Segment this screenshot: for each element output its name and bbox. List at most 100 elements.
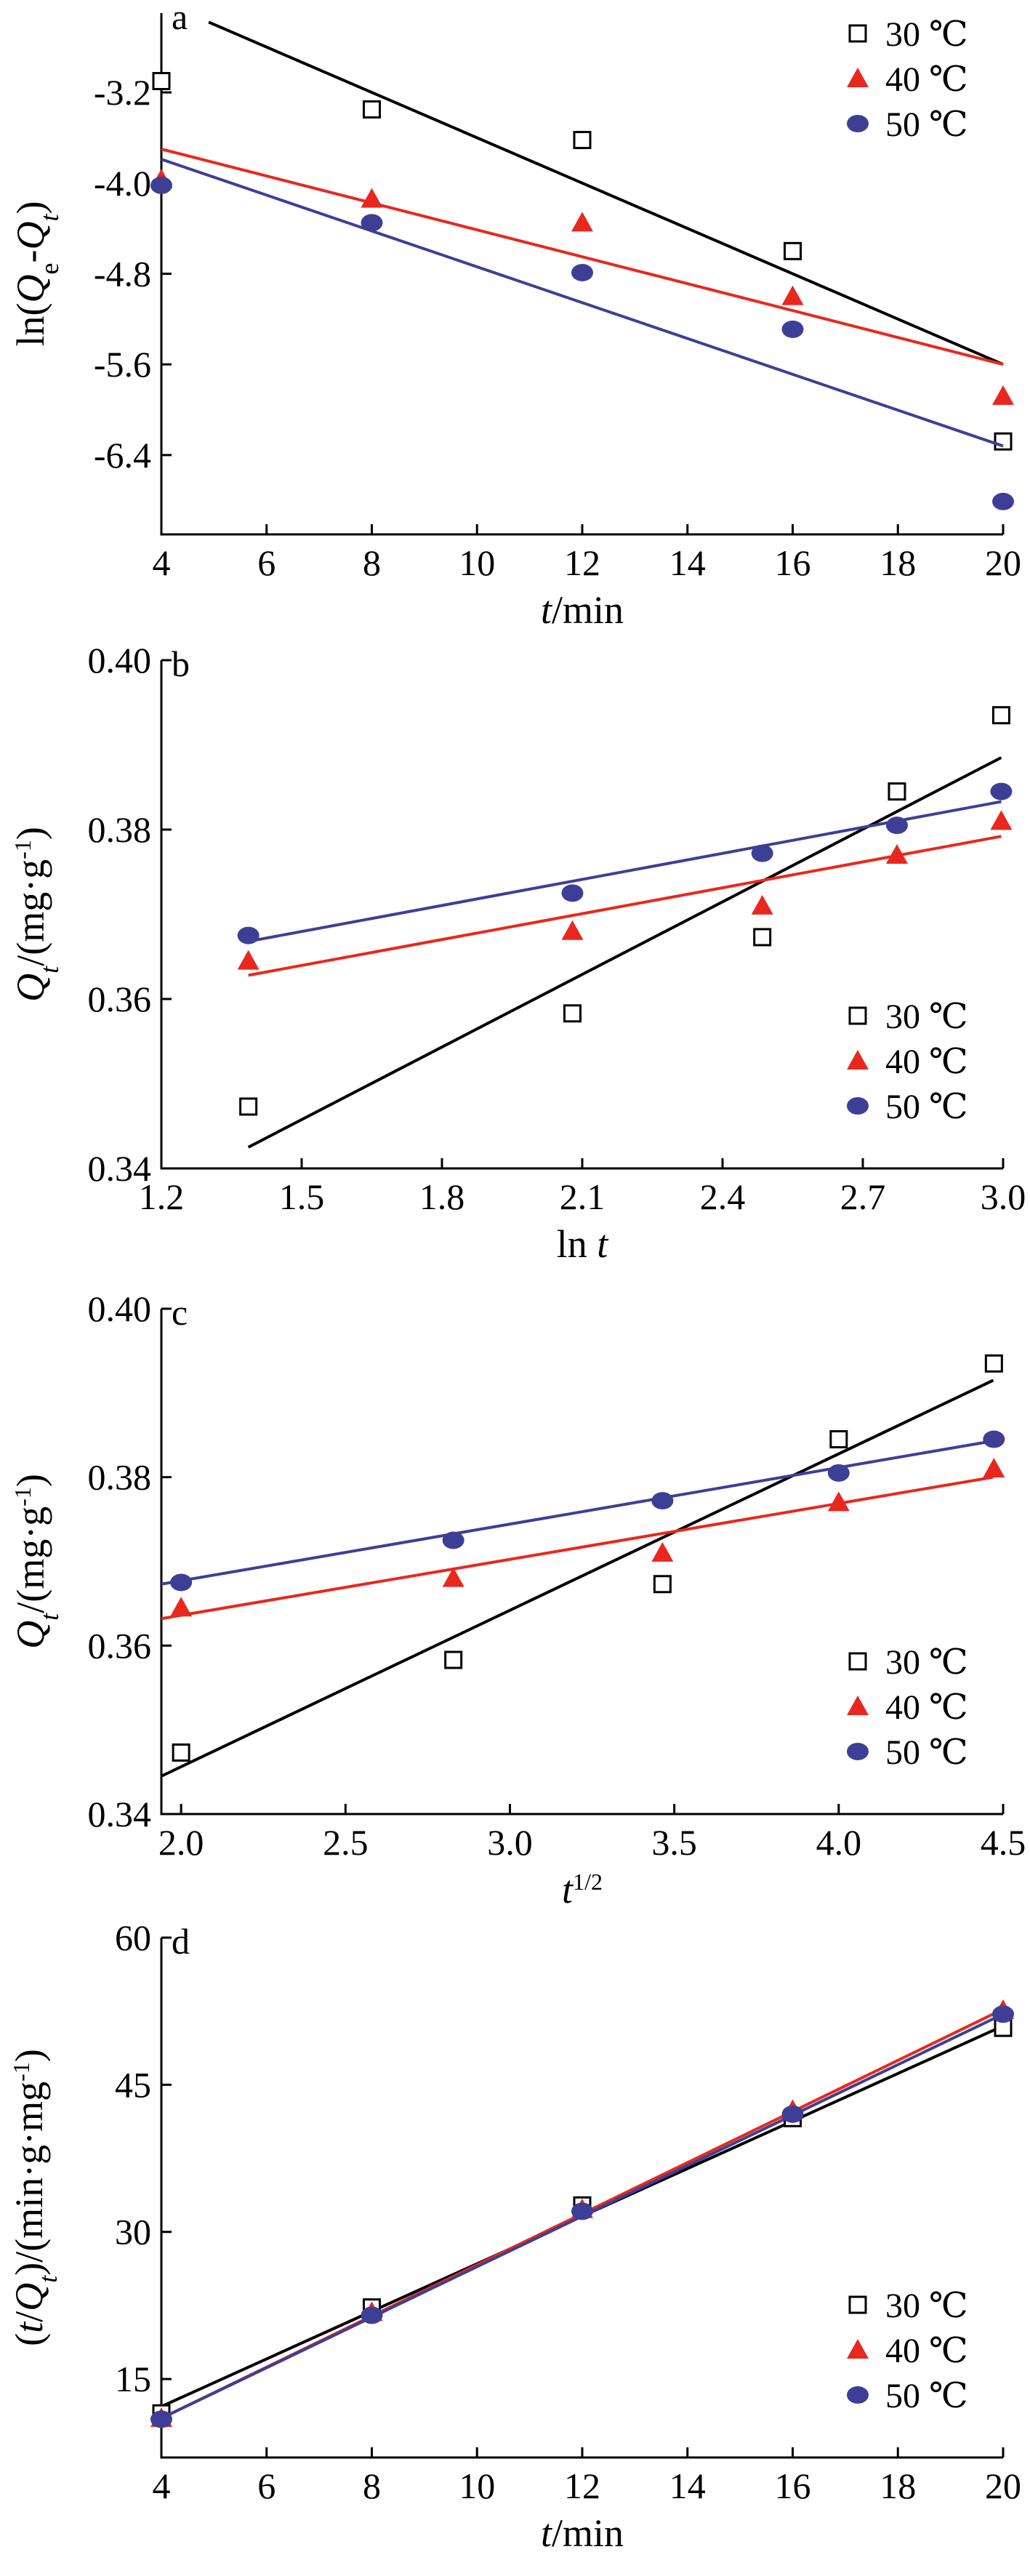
x-axis-title-part-0: t	[541, 2511, 553, 2555]
y-tick-label: -3.2	[94, 72, 151, 113]
legend-label: 30 ℃	[885, 998, 968, 1036]
y-axis-title-part-0: Q	[9, 974, 52, 1002]
legend-label: 40 ℃	[885, 2332, 968, 2370]
x-tick-label: 12	[564, 542, 600, 583]
legend-label: 50 ℃	[885, 2377, 968, 2415]
data-point	[561, 920, 584, 940]
x-axis-title-part-0: ln	[557, 1222, 598, 1266]
legend-marker	[848, 1652, 867, 1671]
x-tick-label: 6	[257, 2465, 275, 2506]
data-point	[361, 2306, 383, 2324]
data-point	[992, 385, 1014, 405]
y-axis-title-part-3: -1	[9, 840, 36, 859]
fit-line	[247, 756, 1002, 1149]
legend-marker	[847, 1050, 869, 1070]
data-point	[991, 706, 1010, 725]
data-point	[990, 810, 1013, 830]
data-point	[651, 1541, 674, 1562]
x-tick-label: 4.5	[981, 1822, 1026, 1863]
fit-line	[161, 1379, 994, 1778]
series-2	[161, 1430, 1005, 1592]
legend-label: 40 ℃	[885, 1043, 968, 1081]
y-axis-title-part-0: ln(	[9, 302, 52, 346]
legend-label: 30 ℃	[885, 1643, 968, 1682]
x-axis-title-part-1: /min	[552, 588, 624, 632]
y-axis-title-part-2: /	[7, 2311, 51, 2322]
y-axis-title-part-1: t	[35, 966, 64, 974]
data-point	[781, 2105, 804, 2123]
y-tick-label: 30	[115, 2212, 151, 2252]
series-0	[161, 1354, 1003, 1778]
x-tick-label: 4	[153, 542, 171, 583]
y-tick-label: 15	[115, 2359, 151, 2399]
series-2	[237, 782, 1013, 944]
legend-marker	[847, 2386, 869, 2404]
x-tick-label: 3.0	[487, 1822, 533, 1863]
y-axis-title-part-1: t	[7, 2321, 51, 2333]
legend-label: 50 ℃	[885, 1088, 968, 1126]
x-tick-label: 8	[363, 2465, 381, 2506]
data-point	[172, 1743, 190, 1762]
data-point	[170, 1573, 193, 1592]
legend-label: 40 ℃	[885, 60, 968, 99]
legend-marker	[847, 1696, 869, 1715]
x-tick-label: 4	[153, 2465, 171, 2506]
legend-marker	[848, 2295, 867, 2314]
data-point	[753, 928, 772, 947]
fit-line	[248, 800, 1002, 943]
series-0	[239, 706, 1010, 1149]
y-tick-label: -4.0	[94, 163, 151, 204]
y-tick-label: 45	[115, 2064, 151, 2105]
panel-letter: b	[172, 643, 190, 684]
series-1	[237, 810, 1013, 977]
x-tick-label: 12	[564, 2465, 600, 2506]
data-point	[990, 782, 1013, 801]
data-point	[150, 2410, 172, 2428]
y-axis-title: (t/Qt)/(min·g·mg-1)	[7, 2049, 63, 2346]
data-point	[361, 188, 383, 208]
x-axis-title: t/min	[541, 588, 624, 632]
x-tick-label: 1.2	[139, 1176, 185, 1217]
data-point	[239, 1097, 258, 1116]
y-tick-label: 0.34	[88, 1794, 152, 1834]
y-axis-title-part-4: t	[33, 2275, 63, 2283]
y-tick-label: -6.4	[94, 435, 151, 476]
data-point	[571, 2202, 593, 2220]
series-2	[150, 158, 1014, 510]
data-point	[361, 214, 383, 232]
y-axis-title-part-2: e	[35, 263, 64, 275]
fit-line	[161, 158, 1004, 448]
data-point	[994, 432, 1013, 451]
y-axis-title-part-3: -1	[9, 1487, 36, 1506]
data-point	[653, 1575, 672, 1594]
legend-label: 30 ℃	[885, 15, 968, 54]
x-tick-label: 2.5	[323, 1822, 369, 1863]
data-point	[442, 1531, 464, 1549]
y-tick-label: -4.8	[94, 254, 151, 294]
data-point	[170, 1597, 193, 1617]
y-tick-label: 0.40	[88, 1288, 152, 1329]
y-axis-title-part-4: )	[9, 827, 52, 840]
y-axis-title-part-1: Q	[9, 274, 52, 302]
x-axis-title-part-1: /min	[552, 2511, 624, 2555]
y-axis-title-part-3: Q	[7, 2283, 51, 2311]
data-point	[237, 950, 259, 970]
data-point	[444, 1650, 463, 1669]
fit-line	[161, 1475, 994, 1621]
x-axis-title-part-0: t	[541, 588, 553, 632]
legend: 30 ℃ 40 ℃ 50 ℃	[847, 2287, 968, 2415]
data-point	[888, 782, 906, 801]
data-point	[992, 2005, 1014, 2023]
x-tick-label: 16	[775, 542, 811, 583]
data-point	[150, 176, 172, 194]
x-tick-label: 2.0	[158, 1822, 204, 1863]
x-axis-title-part-1: 1/2	[573, 1869, 603, 1895]
data-point	[651, 1492, 674, 1510]
data-point	[152, 72, 171, 91]
x-tick-label: 4.0	[816, 1822, 862, 1863]
data-point	[829, 1430, 848, 1449]
data-point	[992, 492, 1014, 510]
fit-line	[248, 835, 1002, 977]
panel-letter: c	[172, 1292, 188, 1333]
data-point	[827, 1491, 850, 1512]
